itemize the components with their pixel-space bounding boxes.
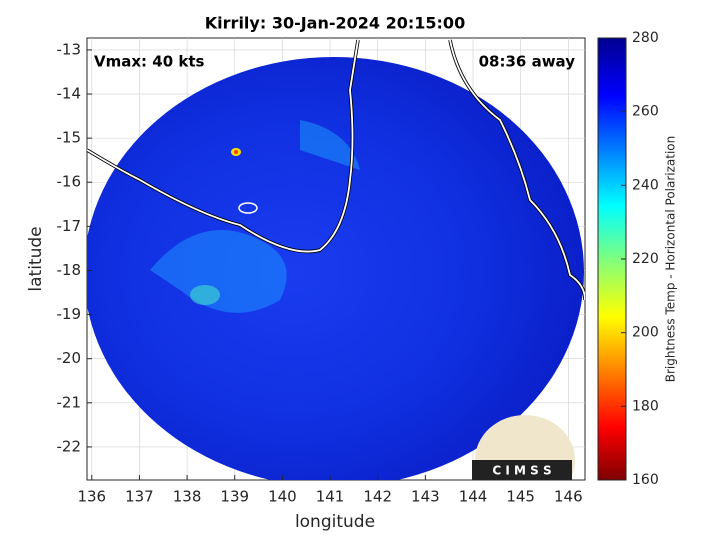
logo-text: C I M S S bbox=[492, 464, 551, 478]
title: Kirrily: 30-Jan-2024 20:15:00 bbox=[205, 14, 465, 33]
y-tick-label: -16 bbox=[57, 173, 82, 191]
y-tick-label: -18 bbox=[57, 261, 82, 279]
x-tick-label: 138 bbox=[173, 488, 202, 506]
colorbar-tick-label: 200 bbox=[632, 325, 659, 341]
y-tick-label: -20 bbox=[57, 349, 82, 367]
time-away-label: 08:36 away bbox=[479, 53, 576, 71]
x-tick-label: 142 bbox=[363, 488, 392, 506]
x-tick-label: 143 bbox=[411, 488, 440, 506]
y-axis-label: latitude bbox=[26, 226, 46, 291]
colorbar-tick-label: 180 bbox=[632, 398, 659, 414]
y-tick-label: -22 bbox=[57, 437, 82, 455]
x-tick-label: 139 bbox=[220, 488, 249, 506]
x-tick-label: 146 bbox=[554, 488, 583, 506]
x-tick-label: 137 bbox=[125, 488, 154, 506]
colorbar-tick-label: 260 bbox=[632, 104, 659, 120]
x-tick-label: 144 bbox=[459, 488, 488, 506]
colorbar-tick-label: 160 bbox=[632, 472, 659, 488]
colorbar-tick-label: 220 bbox=[632, 251, 659, 267]
y-tick-label: -17 bbox=[57, 217, 82, 235]
y-tick-label: -21 bbox=[57, 393, 82, 411]
x-tick-label: 141 bbox=[316, 488, 345, 506]
x-tick-label: 145 bbox=[506, 488, 535, 506]
x-tick-label: 136 bbox=[77, 488, 106, 506]
y-tick-label: -19 bbox=[57, 305, 82, 323]
y-tick-label: -13 bbox=[57, 40, 82, 58]
logo: C I M S S bbox=[472, 415, 575, 480]
colorbar-tick-label: 280 bbox=[632, 30, 659, 46]
x-tick-label: 140 bbox=[268, 488, 297, 506]
vmax-label: Vmax: 40 kts bbox=[94, 53, 204, 71]
y-tick-label: -14 bbox=[57, 85, 82, 103]
y-tick-label: -15 bbox=[57, 129, 82, 147]
x-axis-label: longitude bbox=[295, 512, 375, 532]
colorbar-tick-label: 240 bbox=[632, 177, 659, 193]
imagery: C I M S S bbox=[87, 39, 585, 480]
colorbar-label: Brightness Temp - Horizontal Polarizatio… bbox=[664, 136, 678, 383]
